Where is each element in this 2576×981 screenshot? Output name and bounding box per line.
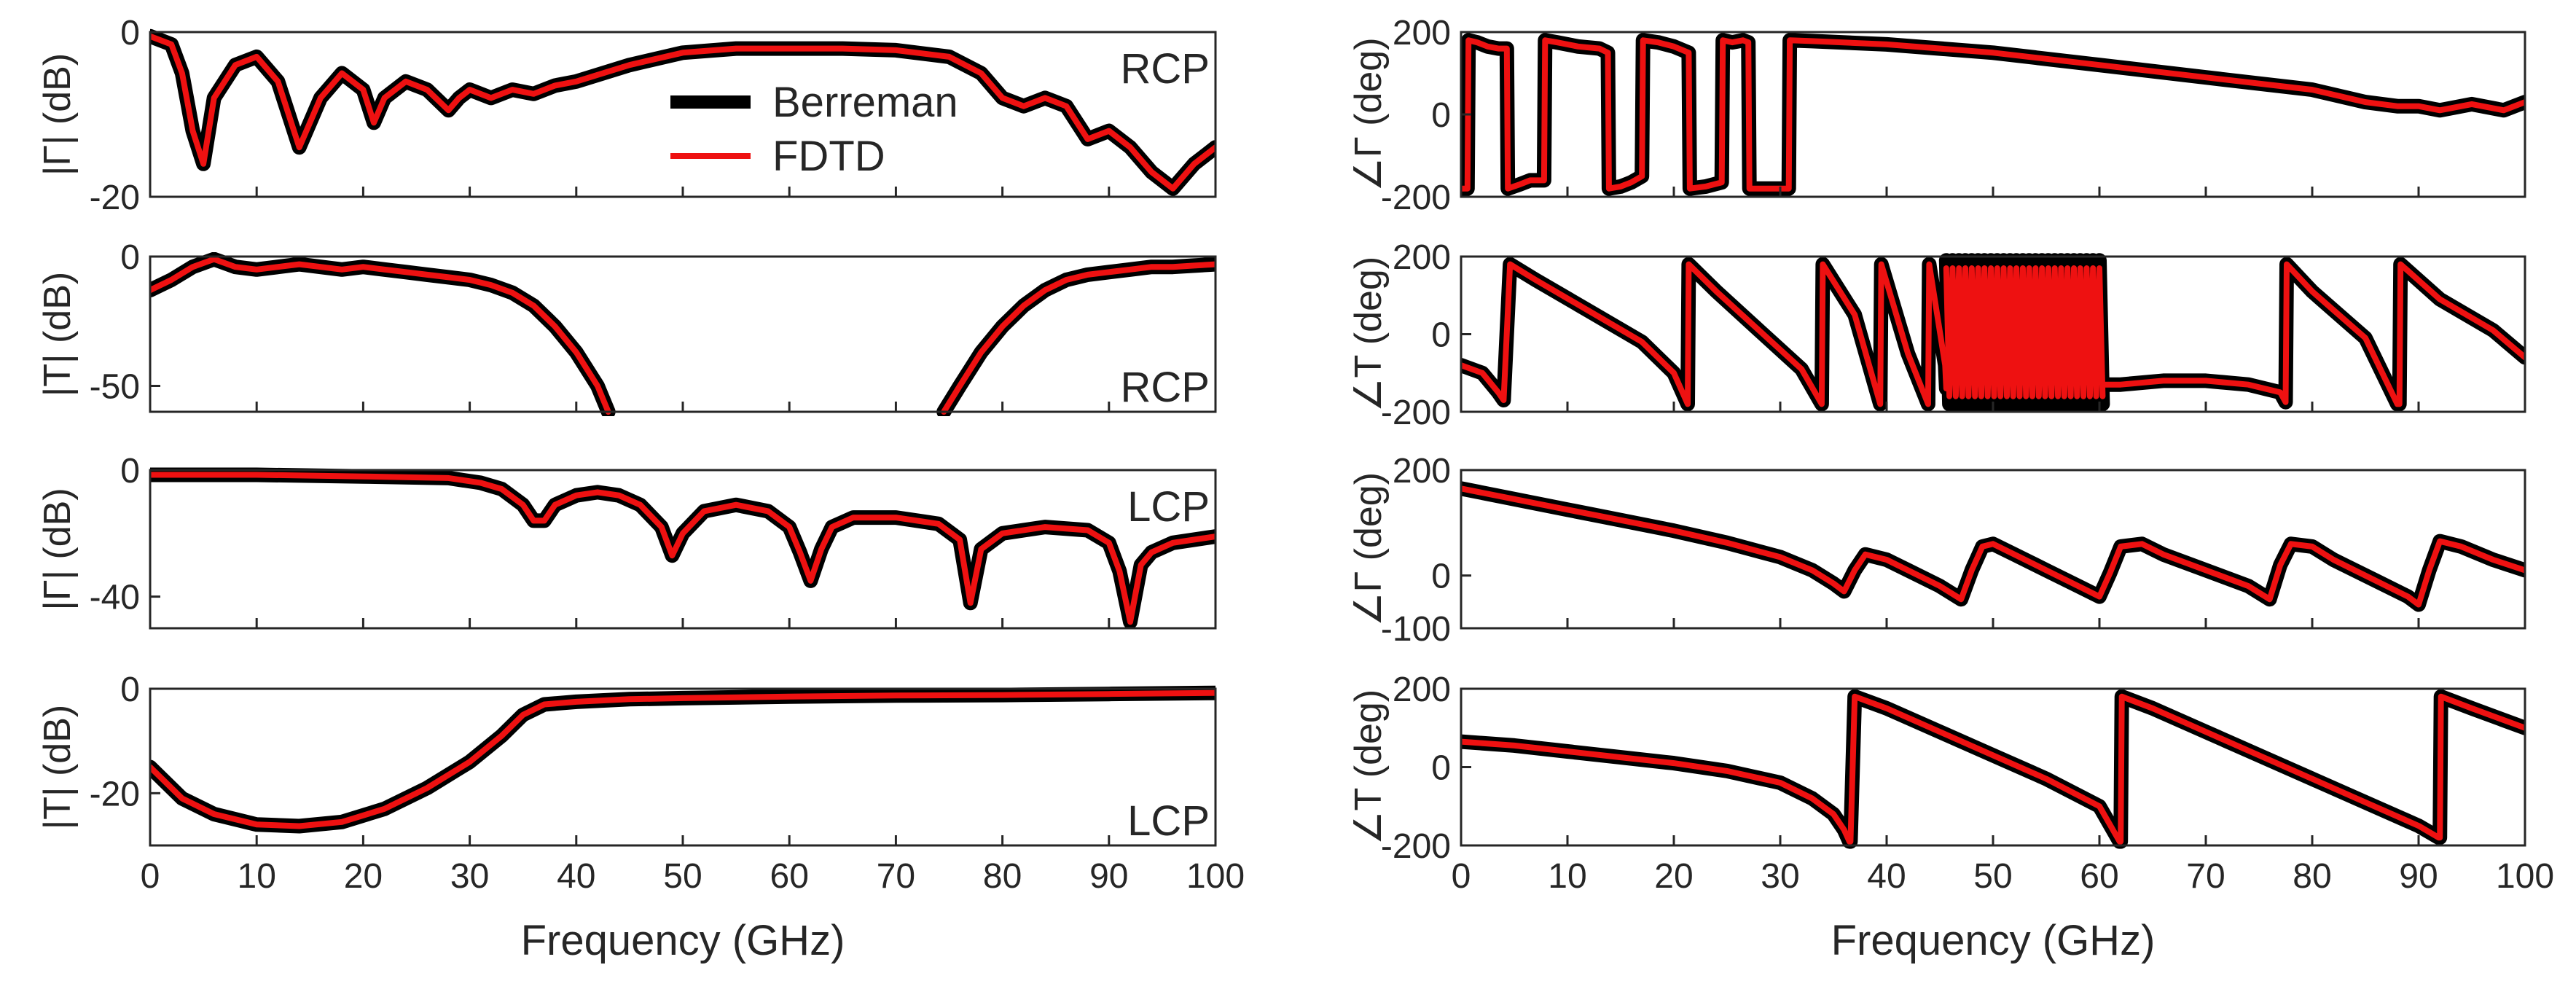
x-axis-label: Frequency (GHz) xyxy=(521,917,845,964)
series-line-fdtd xyxy=(150,256,611,415)
y-tick-label: 0 xyxy=(1431,96,1451,135)
y-tick-label: 0 xyxy=(120,14,140,52)
x-tick-label: 100 xyxy=(1186,857,1245,896)
series-group xyxy=(1461,33,2525,196)
x-tick-label: 90 xyxy=(2399,857,2438,896)
y-tick-label: -50 xyxy=(90,368,140,407)
y-axis-label: |Γ| (dB) xyxy=(36,53,79,176)
x-tick-label: 50 xyxy=(1973,857,2012,896)
series-group xyxy=(1461,481,2525,612)
y-axis-label: ∠T (deg) xyxy=(1347,689,1390,845)
x-tick-label: 20 xyxy=(344,857,383,896)
x-tick-label: 60 xyxy=(770,857,809,896)
y-axis-label: |T| (dB) xyxy=(36,272,79,396)
y-axis-label: |Γ| (dB) xyxy=(36,488,79,610)
series-line-berreman xyxy=(150,685,1215,834)
series-line-berreman xyxy=(150,252,616,416)
x-tick-label: 30 xyxy=(450,857,489,896)
series-line-fdtd xyxy=(1461,693,2525,845)
y-tick-label: 0 xyxy=(1431,316,1451,355)
x-tick-label: 70 xyxy=(2186,857,2225,896)
series-line-fdtd xyxy=(150,472,1215,625)
series-group xyxy=(1461,689,2525,849)
series-line-fdtd xyxy=(1461,485,2525,608)
x-tick-label: 70 xyxy=(877,857,915,896)
y-tick-label: 0 xyxy=(1431,749,1451,788)
legend: Berreman FDTD xyxy=(670,79,958,180)
y-tick-label: 200 xyxy=(1393,238,1451,277)
polarization-tag: RCP xyxy=(1121,45,1210,93)
x-tick-label: 0 xyxy=(141,857,160,896)
y-tick-label: -20 xyxy=(90,775,140,813)
x-tick-label: 80 xyxy=(983,857,1022,896)
chart-panel-mag-t-rcp: -50 0 |T| (dB) RCP xyxy=(36,238,1217,416)
series-group xyxy=(150,28,1215,196)
y-tick-label: 0 xyxy=(120,452,140,490)
chart-panel-phase-r-lcp: -100 0 200∠Γ (deg) xyxy=(1347,452,2526,649)
y-tick-label: 0 xyxy=(1431,558,1451,596)
y-tick-label: -20 xyxy=(90,179,140,217)
chart-panel-phase-r-rcp: -200 0 200∠Γ (deg) xyxy=(1347,14,2526,217)
y-tick-label: -200 xyxy=(1381,179,1451,217)
chart-panel-mag-r-lcp: -40 0 |Γ| (dB) LCP xyxy=(36,452,1217,630)
series-group xyxy=(1461,253,2525,412)
x-tick-label: 50 xyxy=(663,857,702,896)
y-tick-label: -40 xyxy=(90,579,140,617)
x-tick-label: 60 xyxy=(2080,857,2118,896)
series-line-fdtd xyxy=(2100,261,2525,407)
x-tick-label: 10 xyxy=(238,857,276,896)
x-tick-label: 30 xyxy=(1761,857,1799,896)
series-group xyxy=(150,467,1215,630)
series-line-berreman xyxy=(1461,689,2525,849)
polarization-tag: LCP xyxy=(1127,797,1210,845)
x-tick-label: 40 xyxy=(1867,857,1906,896)
y-tick-label: -200 xyxy=(1381,827,1451,866)
y-tick-label: 200 xyxy=(1393,14,1451,52)
legend-label-fdtd: FDTD xyxy=(772,133,885,180)
axes-frame xyxy=(1460,687,2526,847)
y-axis-label: ∠Γ (deg) xyxy=(1347,37,1390,191)
chart-panel-mag-r-rcp: -20 0 |Γ| (dB) RCP xyxy=(36,14,1217,217)
series-line-fdtd xyxy=(1461,261,1949,407)
y-tick-label: 0 xyxy=(120,238,140,277)
series-line-fdtd xyxy=(150,33,1215,192)
chart-panel-phase-t-rcp: -200 0 200∠T (deg) xyxy=(1347,238,2526,432)
x-tick-label: 20 xyxy=(1654,857,1693,896)
series-line-fdtd xyxy=(941,261,1215,415)
series-group xyxy=(150,685,1215,834)
y-tick-label: -200 xyxy=(1381,394,1451,432)
polarization-tag: RCP xyxy=(1121,364,1210,411)
x-tick-label: 0 xyxy=(1452,857,1471,896)
y-tick-label: 200 xyxy=(1393,671,1451,709)
series-line-fdtd xyxy=(1943,265,2106,399)
y-tick-label: 200 xyxy=(1393,452,1451,490)
series-line-fdtd xyxy=(1461,37,2525,192)
y-tick-label: 0 xyxy=(120,671,140,709)
x-tick-label: 80 xyxy=(2293,857,2331,896)
series-group xyxy=(150,252,1215,416)
series-line-fdtd xyxy=(150,689,1215,829)
series-line-berreman xyxy=(1461,33,2525,196)
chart-panel-mag-t-lcp: -20 0 0 10 20 30 40 50 60 70 80 90 100 Frequency (GHz… xyxy=(36,671,1245,964)
x-tick-label: 90 xyxy=(1089,857,1128,896)
y-tick-label: -100 xyxy=(1381,610,1451,649)
y-axis-label: ∠T (deg) xyxy=(1347,257,1390,412)
legend-label-berreman: Berreman xyxy=(772,79,958,126)
y-axis-label: |T| (dB) xyxy=(36,705,79,829)
y-axis-label: ∠Γ (deg) xyxy=(1347,472,1390,626)
polarization-tag: LCP xyxy=(1127,483,1210,531)
x-tick-label: 100 xyxy=(2496,857,2554,896)
x-tick-label: 10 xyxy=(1548,857,1586,896)
x-axis-label: Frequency (GHz) xyxy=(1831,917,2156,964)
x-tick-label: 40 xyxy=(557,857,595,896)
series-line-berreman xyxy=(150,467,1215,630)
series-line-berreman xyxy=(150,28,1215,196)
